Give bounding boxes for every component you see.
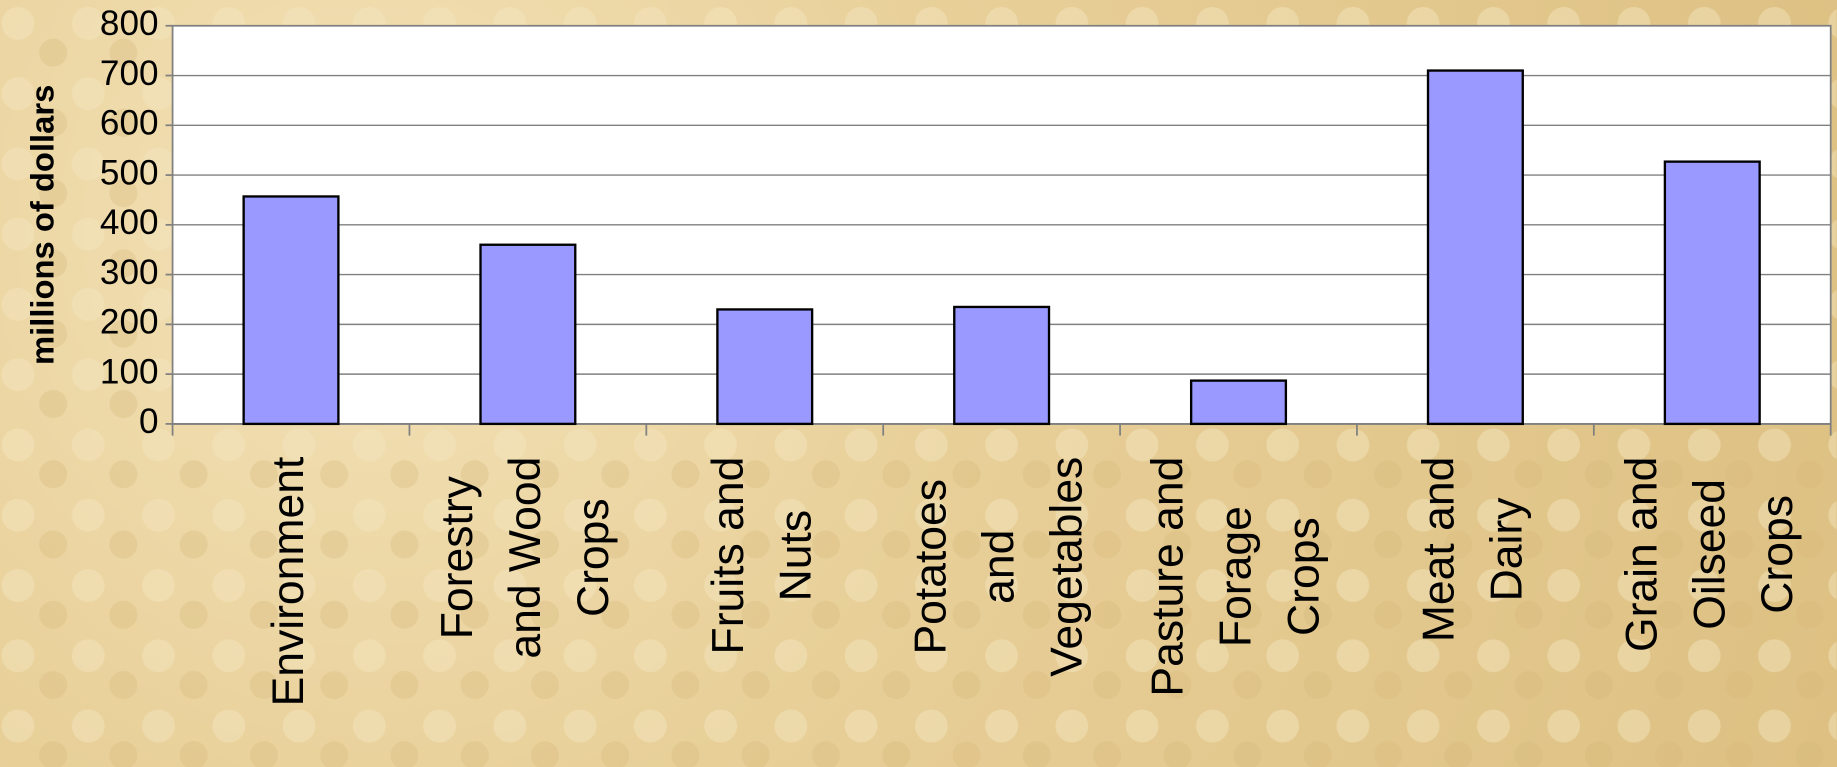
x-tick-label: Meat and Dairy — [1414, 457, 1531, 642]
x-tick-label-line: Potatoes — [906, 479, 955, 655]
x-tick-label-line: Oilseed — [1685, 479, 1734, 630]
x-tick-label: Grain and Oilseed Crops — [1617, 457, 1802, 652]
x-tick-label: Pasture and Forage Crops — [1143, 457, 1328, 697]
x-tick-label-line: and — [974, 530, 1023, 604]
x-tick-label-line: Meat and — [1414, 457, 1463, 642]
x-tick-label-line: Forage — [1211, 506, 1260, 647]
x-tick-label-line: Pasture and — [1143, 457, 1192, 697]
x-tick-label-line: Environment — [264, 456, 313, 706]
x-tick-label-line: Grain and — [1617, 457, 1666, 652]
bar — [1189, 379, 1288, 426]
x-tick-label-line: Crops — [1753, 495, 1802, 614]
y-tick-label: 800 — [100, 4, 159, 43]
x-tick-label-line: Nuts — [771, 510, 820, 601]
bar — [479, 243, 577, 426]
y-axis-label: millions of dollars — [24, 85, 61, 365]
x-tick-label-line: Vegetables — [1042, 457, 1091, 677]
y-tick-label: 500 — [100, 153, 159, 192]
bar — [953, 305, 1051, 426]
bar — [716, 308, 814, 426]
y-tick-label: 600 — [100, 104, 159, 143]
x-tick-label-line: Fruits and — [704, 457, 753, 655]
x-tick-label: Fruits and Nuts — [704, 457, 821, 655]
x-tick-label-line: Crops — [569, 498, 618, 617]
bar — [1663, 160, 1761, 426]
y-tick-label: 700 — [100, 54, 159, 93]
x-tick-label: Forestry and Wood Crops — [433, 457, 618, 659]
x-tick-label-line: Crops — [1279, 517, 1328, 636]
y-tick-label: 200 — [100, 303, 159, 342]
x-tick-label: Environment — [264, 456, 313, 706]
x-tick-label-line: Forestry — [433, 475, 482, 639]
y-tick-label: 400 — [100, 203, 159, 242]
bar — [242, 195, 340, 426]
x-tick-label: Potatoes and Vegetables — [906, 457, 1091, 677]
y-tick-label: 0 — [139, 402, 159, 441]
x-tick-label-line: Dairy — [1482, 497, 1531, 602]
y-tick-label: 100 — [100, 352, 159, 391]
y-tick-label: 300 — [100, 253, 159, 292]
bar — [1426, 69, 1524, 426]
x-tick-label-line: and Wood — [501, 457, 550, 659]
